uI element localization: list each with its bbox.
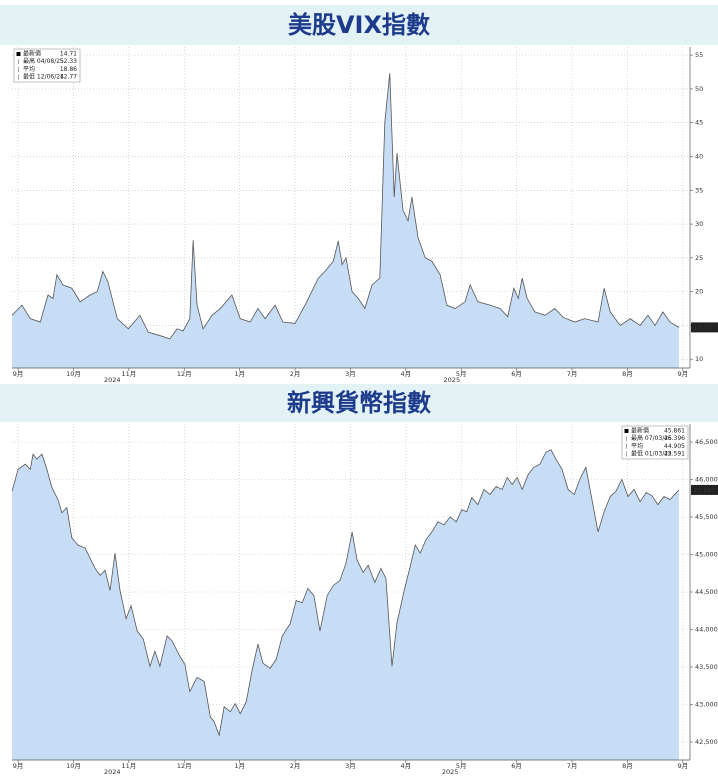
title-band xyxy=(0,384,718,422)
x-tick-label: 10月 xyxy=(66,370,81,378)
legend-value: 45.861 xyxy=(664,428,685,435)
x-tick-label: 10月 xyxy=(66,762,81,770)
year-label: 2025 xyxy=(442,768,459,776)
y-tick-label: 46,000 xyxy=(695,476,718,484)
x-tick-label: 11月 xyxy=(121,370,136,378)
x-tick-label: 2月 xyxy=(290,370,301,378)
legend-label: 最高 07/03/25 xyxy=(631,434,672,442)
x-tick-label: 3月 xyxy=(345,370,356,378)
legend-label: 最高 04/08/25 xyxy=(23,57,64,65)
x-tick-label: 1月 xyxy=(234,762,245,770)
y-tick-label: 35 xyxy=(695,186,703,194)
y-tick-label: 10 xyxy=(695,355,703,363)
x-tick-label: 11月 xyxy=(121,762,136,770)
y-tick-label: 45 xyxy=(695,119,703,127)
legend-label: 最新價 xyxy=(23,50,41,58)
year-label: 2024 xyxy=(104,768,121,776)
legend-label: 最低 12/06/24 xyxy=(23,73,64,81)
x-tick-label: 8月 xyxy=(622,370,633,378)
x-tick-label: 9月 xyxy=(677,370,688,378)
last-value-tag xyxy=(691,322,718,333)
legend-marker xyxy=(624,429,629,433)
legend-value: 44.905 xyxy=(664,443,685,450)
y-tick-label: 46,500 xyxy=(695,438,718,446)
x-tick-label: 1月 xyxy=(234,370,245,378)
line xyxy=(12,73,680,340)
legend-label: 平均 xyxy=(23,65,35,73)
x-tick-label: 2月 xyxy=(290,762,301,770)
y-tick-label: 42,500 xyxy=(695,738,718,746)
x-tick-label: 7月 xyxy=(567,370,578,378)
legend-value: 42.591 xyxy=(664,451,685,458)
last-value-tag xyxy=(691,484,718,495)
chart-title: 新興貨幣指數 xyxy=(287,389,431,417)
legend-value: 12.77 xyxy=(60,74,77,81)
legend-value: 14.71 xyxy=(60,51,77,58)
x-tick-label: 3月 xyxy=(345,762,356,770)
x-tick-label: 4月 xyxy=(401,370,412,378)
y-tick-label: 43,500 xyxy=(695,663,718,671)
x-tick-label: 12月 xyxy=(177,762,192,770)
legend-box xyxy=(621,425,689,460)
year-label: 2025 xyxy=(444,376,461,384)
last-value-label: 14.71 xyxy=(693,324,712,332)
x-tick-label: 9月 xyxy=(13,762,24,770)
x-tick-label: 6月 xyxy=(511,370,522,378)
y-tick-label: 50 xyxy=(695,85,703,93)
area xyxy=(12,449,679,760)
x-tick-label: 9月 xyxy=(677,762,688,770)
y-tick-label: 30 xyxy=(695,220,703,228)
x-tick-label: 5月 xyxy=(456,762,467,770)
title-band xyxy=(0,5,718,45)
chart-title: 美股VIX指數 xyxy=(288,11,430,39)
legend-value: 46.396 xyxy=(664,435,685,442)
y-tick-label: 45,500 xyxy=(695,513,718,521)
y-tick-label: 55 xyxy=(695,51,703,59)
x-tick-label: 8月 xyxy=(622,762,633,770)
area xyxy=(12,73,679,368)
legend-value: 18.86 xyxy=(60,66,77,73)
x-tick-label: 4月 xyxy=(401,762,412,770)
x-tick-label: 6月 xyxy=(511,762,522,770)
legend-marker xyxy=(16,52,21,56)
legend-label: 最低 01/03/25 xyxy=(631,450,672,458)
x-tick-label: 7月 xyxy=(567,762,578,770)
x-tick-label: 9月 xyxy=(13,370,24,378)
y-tick-label: 20 xyxy=(695,288,703,296)
last-value-label: 45.861 xyxy=(693,486,716,494)
y-tick-label: 40 xyxy=(695,152,703,160)
x-tick-label: 5月 xyxy=(456,370,467,378)
y-tick-label: 43,000 xyxy=(695,701,718,709)
legend-value: 52.33 xyxy=(60,58,77,65)
legend-label: 平均 xyxy=(631,442,643,450)
y-tick-label: 25 xyxy=(695,254,703,262)
year-label: 2024 xyxy=(104,376,121,384)
y-tick-label: 44,000 xyxy=(695,626,718,634)
x-tick-label: 12月 xyxy=(177,370,192,378)
legend-label: 最新價 xyxy=(631,427,649,435)
line xyxy=(12,449,680,737)
y-tick-label: 45,000 xyxy=(695,551,718,559)
y-tick-label: 44,500 xyxy=(695,588,718,596)
legend-box xyxy=(13,48,81,83)
